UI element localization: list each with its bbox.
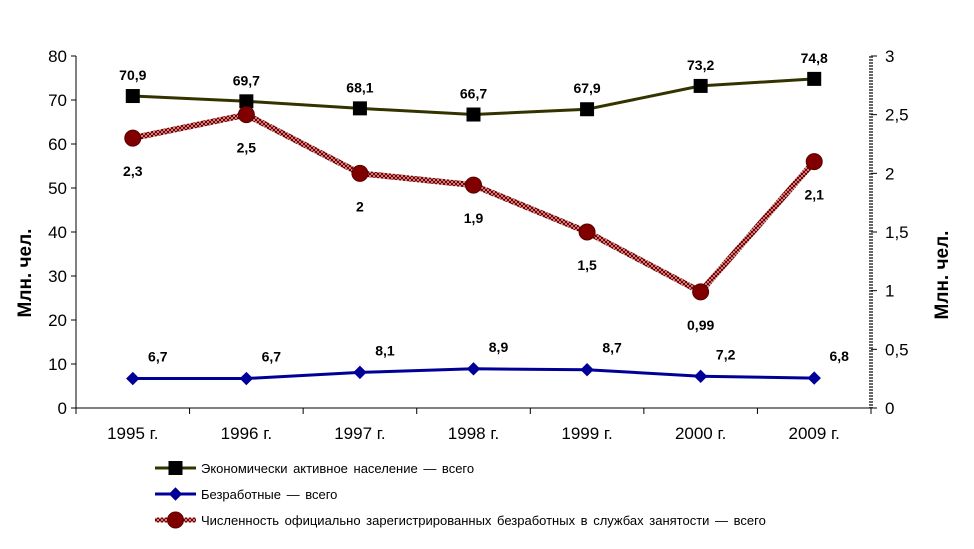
left-tick-label: 50: [48, 179, 67, 198]
right-tick-label: 2,5: [885, 106, 909, 125]
data-label: 74,8: [801, 50, 828, 66]
left-tick-label: 60: [48, 135, 67, 154]
data-point: [466, 362, 481, 376]
x-tick-label: 1997 г.: [334, 424, 385, 443]
legend-label: Безработные — всего: [201, 487, 337, 502]
data-label: 8,7: [602, 340, 622, 356]
data-point: [807, 71, 822, 86]
series-layer: [124, 71, 823, 386]
data-label: 68,1: [346, 79, 373, 95]
data-label: 8,9: [489, 339, 509, 355]
left-tick-label: 40: [48, 223, 67, 242]
right-tick-label: 2: [885, 164, 894, 183]
x-tick-label: 1995 г.: [107, 424, 158, 443]
data-point: [693, 78, 708, 93]
legend-marker: [168, 487, 183, 501]
right-axis-title: Млн. чел.: [932, 231, 953, 320]
left-axis: 0 10 20 30 40 50 60 70 80: [48, 47, 77, 418]
data-point: [351, 164, 369, 182]
left-axis-title: Млн. чел.: [15, 229, 36, 318]
data-point: [580, 363, 594, 377]
data-label: 70,9: [119, 67, 146, 83]
data-label: 66,7: [460, 86, 487, 102]
data-label: 7,2: [716, 346, 736, 362]
right-tick-label: 1,5: [885, 223, 909, 242]
data-label: 2,1: [804, 187, 824, 203]
data-label: 1,5: [577, 257, 597, 273]
x-tick-label: 1996 г.: [221, 424, 272, 443]
data-point: [465, 176, 482, 194]
right-tick-label: 0: [885, 399, 894, 418]
data-point: [353, 365, 367, 380]
data-label: 67,9: [573, 80, 600, 96]
right-tick-label: 3: [885, 47, 894, 66]
legend: Экономически активное население — всего Б…: [155, 461, 766, 529]
data-point: [237, 106, 255, 124]
data-point: [578, 223, 596, 241]
data-label: 69,7: [233, 72, 260, 88]
data-point: [125, 89, 140, 104]
right-tick-label: 1: [885, 282, 894, 301]
data-label: 73,2: [687, 57, 714, 73]
left-tick-label: 20: [48, 311, 67, 330]
data-label: 8,1: [375, 342, 395, 358]
data-label: 0,99: [687, 317, 714, 333]
series-line-registered: [132, 111, 817, 295]
data-label: 1,9: [464, 210, 484, 226]
legend-marker: [167, 511, 184, 529]
data-label: 2,3: [123, 163, 143, 179]
x-tick-label: 1999 г.: [561, 424, 612, 443]
data-point: [352, 101, 367, 116]
data-point: [580, 102, 595, 117]
legend-marker: [168, 461, 183, 475]
data-labels: 70,9 69,7 68,1 66,7 67,9 73,2 74,8 6,7 6,7 8,1 8,9…: [119, 50, 849, 365]
data-point: [239, 94, 254, 109]
x-tick-label: 2000 г.: [675, 424, 726, 443]
left-tick-label: 0: [58, 399, 67, 418]
legend-label: Численность официально зарегистрированны…: [201, 513, 766, 528]
data-label: 6,7: [148, 349, 168, 365]
data-point: [693, 369, 708, 384]
x-axis: 1995 г. 1996 г. 1997 г. 1998 г. 1999 г. 2000 …: [75, 407, 872, 443]
left-tick-label: 70: [48, 91, 67, 110]
data-label: 2: [356, 198, 364, 214]
data-point: [466, 107, 481, 122]
data-label: 6,7: [262, 349, 282, 365]
right-axis: 0 0,5 1 1,5 2 2,5 3: [869, 47, 909, 418]
data-point: [805, 153, 823, 171]
right-tick-label: 0,5: [885, 340, 909, 359]
left-tick-label: 10: [48, 355, 67, 374]
x-tick-label: 2009 г.: [789, 424, 840, 443]
left-tick-label: 80: [48, 47, 67, 66]
data-point: [692, 283, 710, 301]
data-point: [807, 371, 821, 385]
data-point: [124, 129, 142, 147]
data-point: [126, 371, 140, 386]
x-tick-label: 1998 г.: [448, 424, 499, 443]
data-label: 2,5: [237, 140, 257, 156]
data-label: 6,8: [829, 348, 849, 364]
left-tick-label: 30: [48, 267, 67, 286]
data-point: [239, 371, 254, 386]
legend-label: Экономически активное население — всего: [201, 461, 474, 476]
